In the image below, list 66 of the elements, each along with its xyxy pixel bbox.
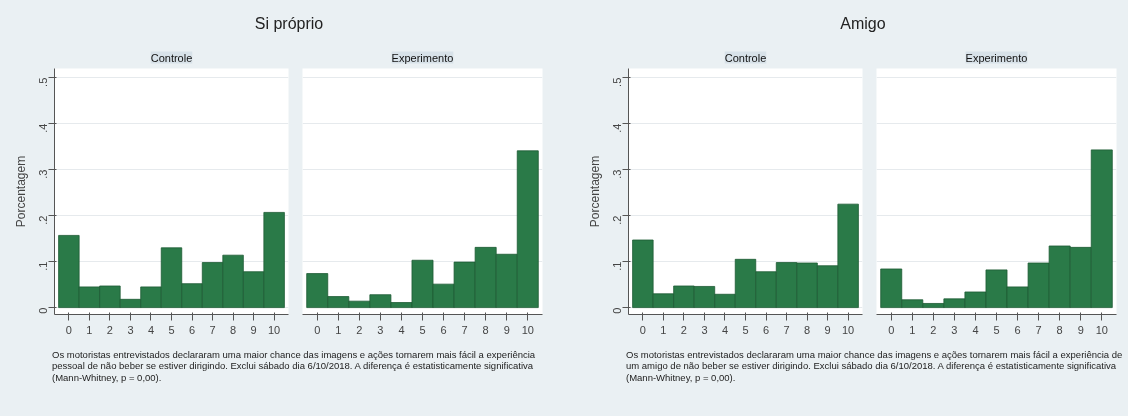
y-tick-label: .4 <box>37 123 50 133</box>
x-tick-label: 1 <box>335 323 342 336</box>
y-tick-label: .2 <box>37 215 50 225</box>
x-tick-label: 6 <box>440 323 447 336</box>
x-tick-label: 2 <box>930 323 937 336</box>
text: Os motoristas entrevistados declararam uma maior chance das imagens e ações tornarem mais fácil a experiência de um amigo de não beber se estiver dirigindo. Exclui sábado dia 6/10/2018. A diferença é estatisticamente significativa (Mann-Whitney, p = 0,00). <box>626 349 1124 384</box>
x-tick-label: 0 <box>639 323 646 336</box>
chart-subtitle: Experimento <box>391 51 454 64</box>
x-tick-label: 10 <box>842 323 855 336</box>
x-tick-label: 1 <box>660 323 667 336</box>
y-tick-label: .3 <box>611 169 624 179</box>
x-tick-label: 1 <box>909 323 916 336</box>
x-tick-label: 0 <box>314 323 321 336</box>
chart-subtitle: Experimento <box>965 51 1028 64</box>
x-tick-label: 9 <box>1077 323 1084 336</box>
x-tick-label: 7 <box>783 323 790 336</box>
x-tick-label: 10 <box>268 323 281 336</box>
y-tick-label: .1 <box>37 261 50 271</box>
x-tick-label: 8 <box>230 323 237 336</box>
y-tick-label: .4 <box>611 123 624 133</box>
x-tick-label: 2 <box>356 323 363 336</box>
x-tick-label: 7 <box>1035 323 1042 336</box>
x-tick-label: 4 <box>147 323 155 336</box>
chart-subtitle: Controle <box>724 51 767 64</box>
y-axis-title: Porcentagem <box>587 155 602 228</box>
y-tick-label: .5 <box>611 77 624 87</box>
x-tick-label: 2 <box>680 323 687 336</box>
x-tick-label: 4 <box>972 323 979 336</box>
y-tick-label: .2 <box>611 215 624 225</box>
y-tick-label: .1 <box>611 261 624 271</box>
x-tick-label: 8 <box>482 323 489 336</box>
x-tick-label: 3 <box>127 323 134 336</box>
text: Os motoristas entrevistados declararam uma maior chance das imagens e ações tornarem mais fácil a experiência pessoal de não beber se estiver dirigindo. Exclui sábado dia 6/10/2018. A diferença é estatisticamente significativa (Mann-Whitney, p = 0,00). <box>52 349 537 384</box>
x-tick-label: 8 <box>804 323 811 336</box>
x-tick-label: 5 <box>993 323 1000 336</box>
x-tick-label: 3 <box>951 323 958 336</box>
x-tick-label: 1 <box>86 323 93 336</box>
x-tick-label: 9 <box>250 323 257 336</box>
x-tick-label: 9 <box>503 323 510 336</box>
y-tick-label: 0 <box>611 307 624 314</box>
x-tick-label: 5 <box>419 323 426 336</box>
x-tick-label: 5 <box>742 323 749 336</box>
x-tick-label: 5 <box>168 323 175 336</box>
y-tick-label: 0 <box>37 307 50 314</box>
x-tick-label: 6 <box>762 323 770 336</box>
chart-title: Si próprio <box>254 14 324 34</box>
x-tick-label: 9 <box>824 323 831 336</box>
x-tick-label: 6 <box>188 323 196 336</box>
y-axis-title: Porcentagem <box>13 155 28 228</box>
y-tick-label: .3 <box>37 169 50 179</box>
x-tick-label: 10 <box>1095 323 1108 336</box>
chart-subtitle: Controle <box>150 51 193 64</box>
x-tick-label: 7 <box>461 323 468 336</box>
x-tick-label: 0 <box>65 323 72 336</box>
x-tick-label: 6 <box>1014 323 1021 336</box>
chart-title: Amigo <box>840 14 886 34</box>
x-tick-label: 4 <box>721 323 729 336</box>
x-tick-label: 2 <box>106 323 113 336</box>
x-tick-label: 0 <box>888 323 895 336</box>
x-tick-label: 10 <box>521 323 534 336</box>
y-tick-label: .5 <box>37 77 50 87</box>
x-tick-label: 4 <box>398 323 405 336</box>
x-tick-label: 7 <box>209 323 216 336</box>
x-tick-label: 8 <box>1056 323 1063 336</box>
x-tick-label: 3 <box>377 323 384 336</box>
x-tick-label: 3 <box>701 323 708 336</box>
